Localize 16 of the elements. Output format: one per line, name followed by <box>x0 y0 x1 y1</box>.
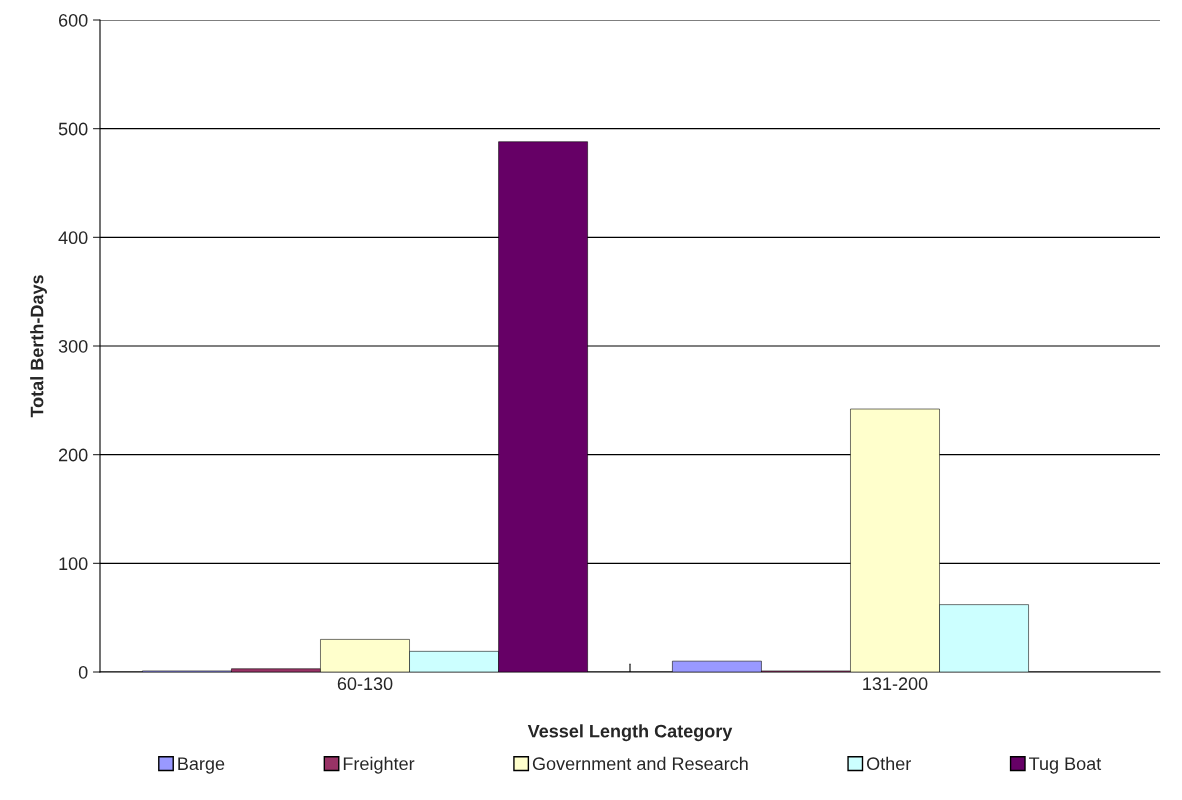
y-tick-label: 200 <box>58 448 88 462</box>
y-tick-label: 0 <box>78 665 88 679</box>
y-axis-title: Total Berth-Days <box>30 275 47 418</box>
legend-label: Government and Research <box>532 756 748 771</box>
y-tick-label: 100 <box>59 557 88 571</box>
legend-label: Barge <box>178 757 225 774</box>
y-tick-label: 500 <box>58 122 88 136</box>
legend-label: Freighter <box>343 756 415 774</box>
y-tick-label: 600 <box>58 13 88 27</box>
x-axis-title: Vessel Length Category <box>527 724 733 742</box>
x-tick-label: 131-200 <box>863 677 928 691</box>
y-tick-label: 300 <box>58 339 88 353</box>
y-tick-label: 400 <box>58 231 88 245</box>
legend-label: Tug Boat <box>1029 757 1102 774</box>
legend-label: Other <box>866 756 911 771</box>
x-tick-label: 60-130 <box>337 677 393 691</box>
